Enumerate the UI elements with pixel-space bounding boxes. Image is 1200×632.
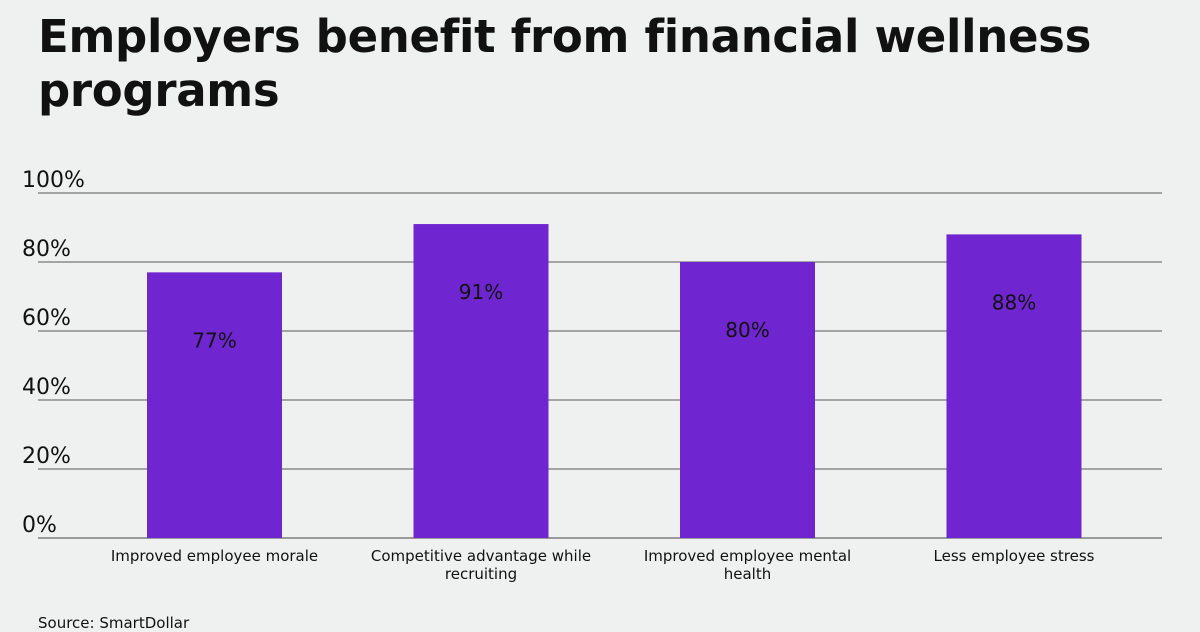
x-tick-label: health [724,565,771,583]
y-tick-label: 0% [22,513,57,538]
y-tick-label: 40% [22,375,71,400]
y-tick-label: 60% [22,306,71,331]
x-tick-label: Less employee stress [934,547,1095,565]
bar [946,234,1082,538]
data-label: 91% [459,280,503,304]
bar [413,224,549,539]
bar [680,262,815,538]
data-label: 80% [725,318,769,342]
x-tick-label: recruiting [445,565,517,583]
source-note: Source: SmartDollar [38,614,190,632]
data-label: 88% [992,290,1036,314]
y-tick-label: 20% [22,444,71,469]
x-tick-label: Competitive advantage while [371,547,591,565]
data-label: 77% [192,328,236,352]
y-tick-label: 80% [22,237,71,262]
bar [147,272,282,538]
x-tick-label: Improved employee morale [111,547,318,565]
x-tick-label: Improved employee mental [644,547,851,565]
y-tick-label: 100% [22,168,85,193]
chart-title: Employers benefit from financial wellnes… [38,10,1092,117]
